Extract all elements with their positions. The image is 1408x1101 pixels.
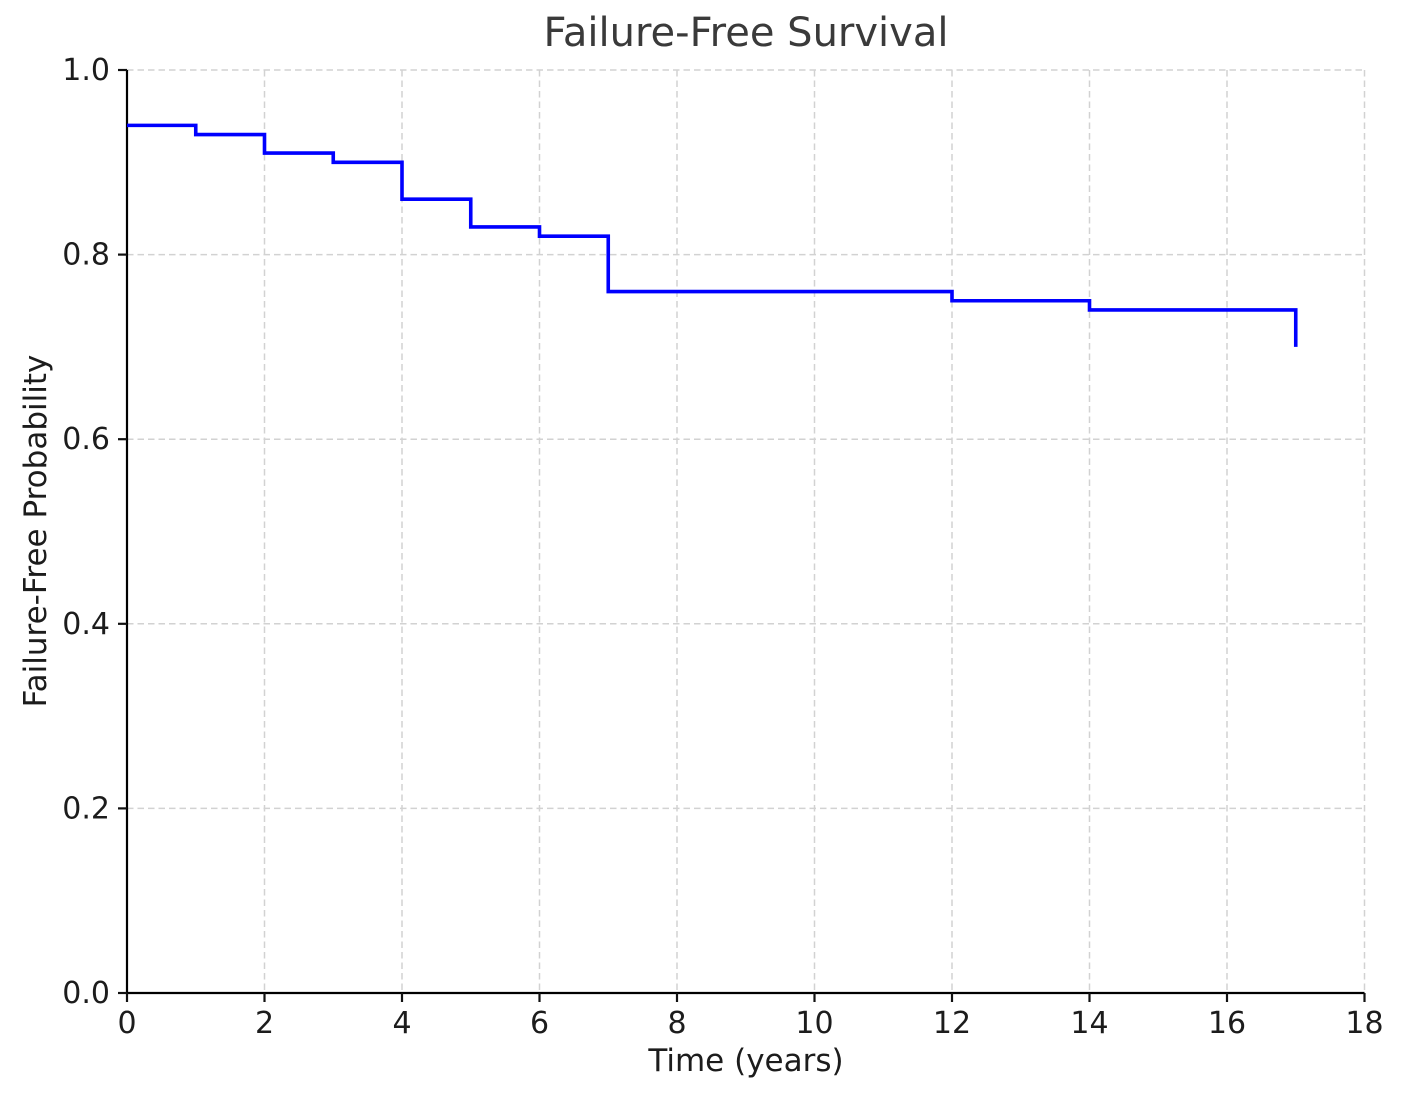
y-tick-label: 0.4 [62,607,110,642]
y-axis-label: Failure-Free Probability [18,354,54,708]
x-tick-label: 18 [1345,1006,1383,1041]
x-tick-label: 16 [1208,1006,1246,1041]
y-tick-label: 0.6 [62,422,110,457]
x-axis-label: Time (years) [648,1043,844,1079]
x-tick-label: 10 [795,1006,833,1041]
x-tick-label: 6 [530,1006,549,1041]
x-tick-label: 2 [255,1006,274,1041]
survival-curve [127,123,1298,347]
x-tick-label: 4 [392,1006,411,1041]
chart-title: Failure-Free Survival [543,10,949,56]
y-tick-label: 1.0 [62,53,110,88]
x-tick-label: 0 [117,1006,136,1041]
x-tick-label: 14 [1070,1006,1108,1041]
y-tick-label: 0.8 [62,238,110,273]
x-tick-label: 12 [933,1006,971,1041]
y-tick-label: 0.0 [62,976,110,1011]
y-tick-label: 0.2 [62,791,110,826]
x-tick-label: 8 [667,1006,686,1041]
